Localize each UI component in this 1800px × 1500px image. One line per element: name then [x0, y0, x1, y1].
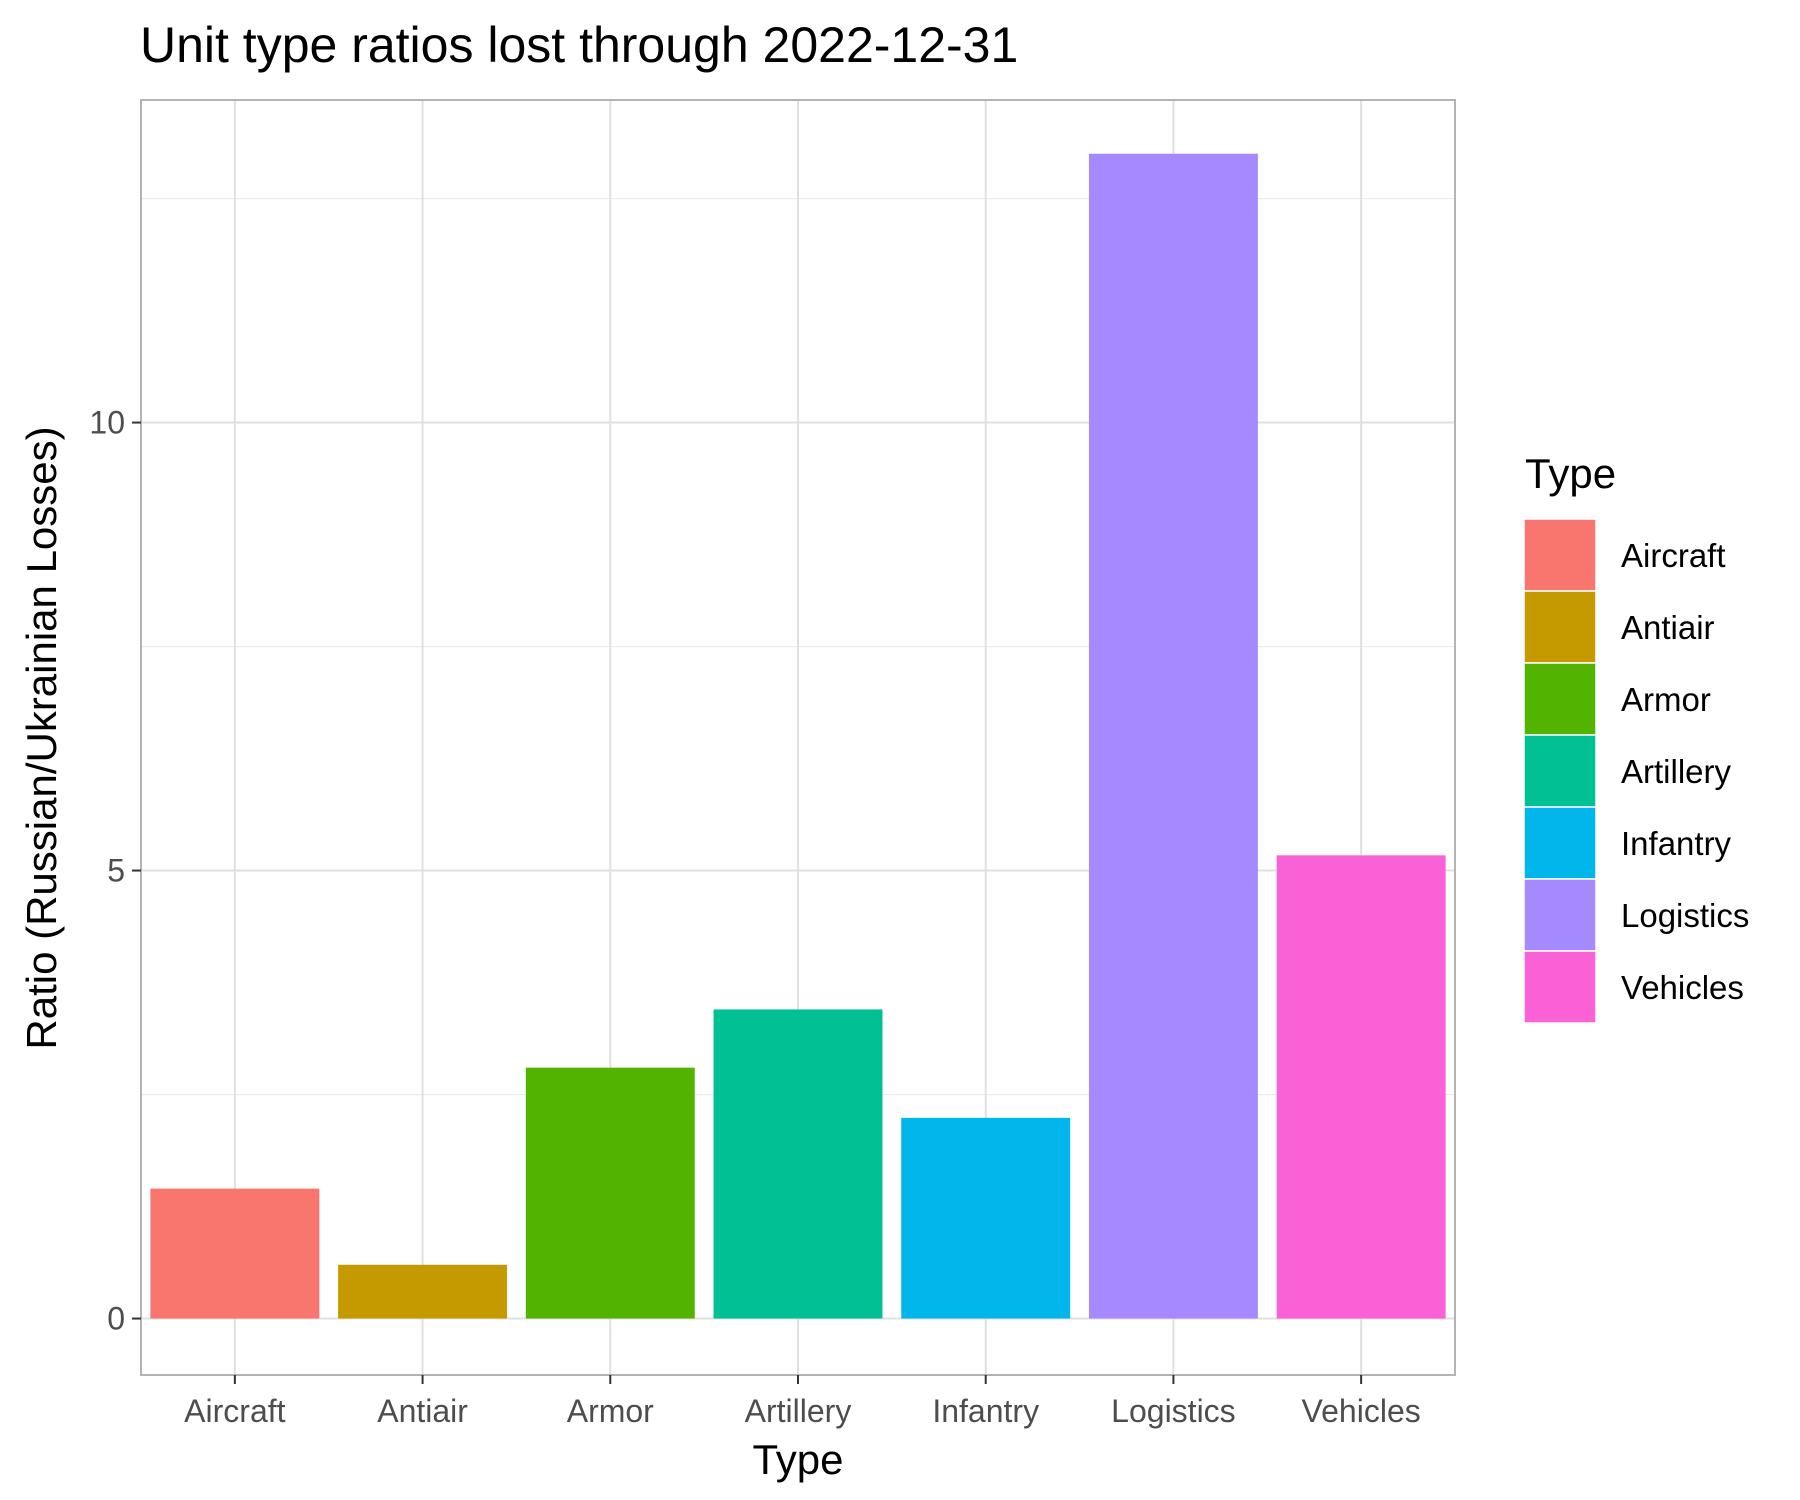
x-tick-label: Artillery	[745, 1393, 852, 1429]
legend-key-artillery	[1523, 734, 1597, 808]
bar-antiair	[338, 1264, 508, 1319]
legend-title: Type	[1525, 450, 1616, 497]
legend-key-infantry	[1523, 806, 1597, 880]
x-tick-label: Armor	[567, 1393, 654, 1429]
x-tick-label: Vehicles	[1302, 1393, 1421, 1429]
bars	[150, 153, 1446, 1319]
plot-panel	[140, 99, 1456, 1376]
y-tick-label: 5	[107, 853, 125, 889]
legend-label: Vehicles	[1621, 969, 1744, 1006]
x-tick-label: Infantry	[932, 1393, 1039, 1429]
legend-label: Infantry	[1621, 825, 1732, 862]
y-axis: 0 5 10	[89, 405, 141, 1337]
legend-key-logistics	[1523, 878, 1597, 952]
legend-key-aircraft	[1523, 518, 1597, 592]
chart-title: Unit type ratios lost through 2022-12-31	[140, 17, 1018, 73]
legend-label: Artillery	[1621, 753, 1732, 790]
legend-label: Armor	[1621, 681, 1711, 718]
bar-artillery	[713, 1009, 883, 1319]
legend-key-armor	[1523, 662, 1597, 736]
x-tick-label: Aircraft	[184, 1393, 285, 1429]
legend-label: Aircraft	[1621, 537, 1726, 574]
x-axis-title: Type	[752, 1436, 843, 1483]
bar-infantry	[901, 1117, 1071, 1319]
legend: Type Aircraft Antiair Armor Artillery Infant…	[1523, 450, 1749, 1024]
bar-vehicles	[1276, 855, 1446, 1319]
y-tick-label: 10	[89, 405, 125, 441]
x-axis: Aircraft Antiair Armor Artillery Infantry Log…	[184, 1375, 1421, 1429]
y-axis-title: Ratio (Russian/Ukrainian Losses)	[18, 426, 65, 1049]
legend-items: Aircraft Antiair Armor Artillery Infantry Log…	[1523, 518, 1749, 1024]
x-tick-label: Antiair	[377, 1393, 468, 1429]
y-tick-label: 0	[107, 1301, 125, 1337]
x-tick-label: Logistics	[1111, 1393, 1236, 1429]
legend-label: Logistics	[1621, 897, 1749, 934]
legend-key-vehicles	[1523, 950, 1597, 1024]
bar-aircraft	[150, 1188, 320, 1319]
bar-logistics	[1088, 153, 1258, 1319]
legend-key-antiair	[1523, 590, 1597, 664]
bar-armor	[525, 1067, 695, 1319]
legend-label: Antiair	[1621, 609, 1715, 646]
